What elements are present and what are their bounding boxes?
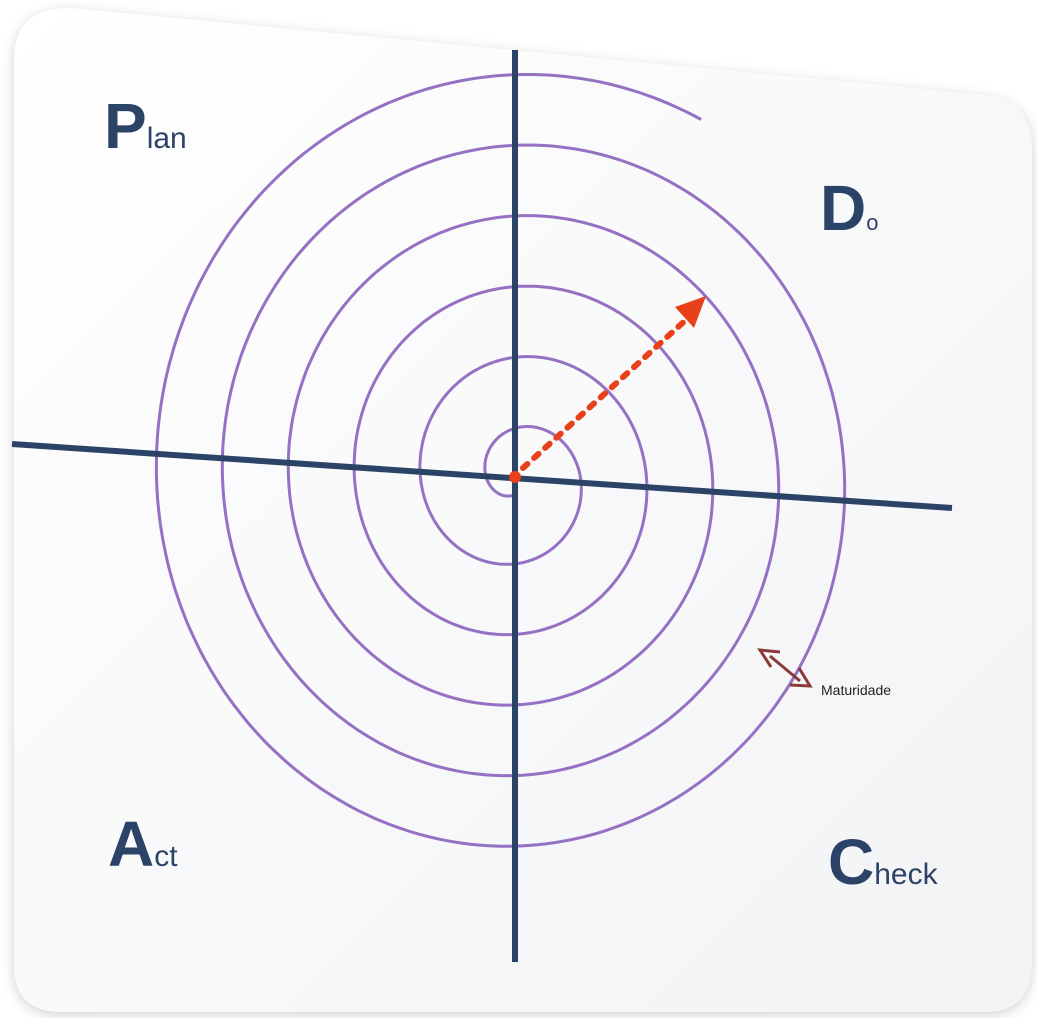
act-initial: A <box>108 808 155 880</box>
do-label: Do <box>820 176 878 240</box>
maturity-label: Maturidade <box>821 682 892 698</box>
do-initial: D <box>820 172 867 244</box>
check-label: Check <box>828 830 938 894</box>
progress-arrow-head <box>675 296 706 328</box>
progress-arrow-line <box>520 315 691 471</box>
check-initial: C <box>828 826 875 898</box>
plan-label: Plan <box>104 94 187 158</box>
background-card <box>14 8 1032 1012</box>
act-label: Act <box>108 812 178 876</box>
do-rest: o <box>866 210 879 235</box>
plan-initial: P <box>104 90 147 162</box>
maturity-double-arrow <box>757 648 813 688</box>
horizontal-axis <box>11 441 953 511</box>
check-rest: heck <box>874 858 938 891</box>
center-point <box>509 471 521 483</box>
plan-rest: lan <box>146 122 187 155</box>
maturity-spiral <box>154 73 847 848</box>
act-rest: ct <box>154 840 178 873</box>
